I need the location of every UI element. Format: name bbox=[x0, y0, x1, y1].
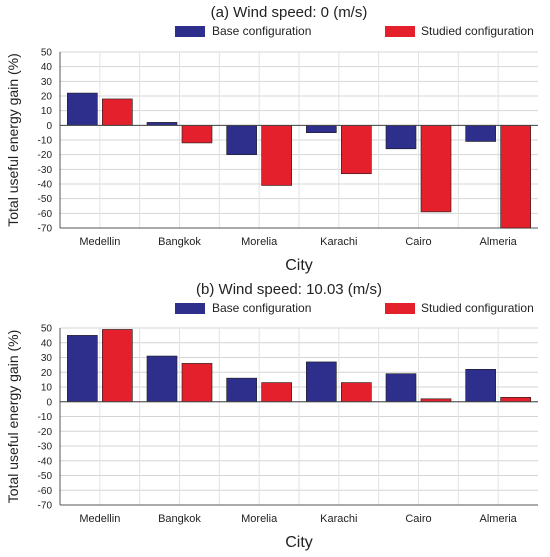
bar-medellin-studied bbox=[102, 98, 133, 126]
x-tick-label: Karachi bbox=[320, 236, 357, 248]
y-tick-label: -50 bbox=[38, 471, 53, 482]
y-tick-label: -70 bbox=[38, 501, 53, 512]
legend-swatch bbox=[175, 303, 205, 314]
y-tick-label: -20 bbox=[38, 150, 53, 161]
x-tick-label: Medellin bbox=[79, 236, 120, 248]
y-tick-label: 0 bbox=[46, 121, 52, 132]
x-tick-label: Medellin bbox=[79, 513, 120, 525]
y-tick-label: -70 bbox=[38, 224, 53, 235]
y-tick-label: 0 bbox=[46, 397, 52, 408]
x-tick-label: Almeria bbox=[480, 513, 518, 525]
bar-bangkok-studied bbox=[181, 363, 213, 403]
legend-label: Base configuration bbox=[212, 301, 311, 315]
x-tick-label: Morelia bbox=[241, 513, 278, 525]
bar-almeria-studied bbox=[500, 397, 531, 403]
y-tick-label: -10 bbox=[38, 136, 53, 147]
x-tick-label: Bangkok bbox=[158, 236, 201, 248]
bar-almeria-studied bbox=[500, 125, 531, 229]
y-tick-label: -40 bbox=[38, 180, 53, 191]
x-axis-label: City bbox=[285, 534, 313, 551]
bar-bangkok-base bbox=[146, 355, 178, 403]
y-tick-label: 40 bbox=[41, 338, 53, 349]
y-tick-label: -30 bbox=[38, 165, 53, 176]
x-tick-label: Bangkok bbox=[158, 513, 201, 525]
x-tick-label: Morelia bbox=[241, 236, 278, 248]
chart-panel-b: (b) Wind speed: 10.03 (m/s) Base configur… bbox=[5, 281, 538, 551]
bar-cairo-studied bbox=[420, 125, 452, 213]
y-tick-label: 10 bbox=[41, 383, 53, 394]
x-tick-label: Almeria bbox=[480, 236, 518, 248]
y-tick-label: -20 bbox=[38, 427, 53, 438]
legend-swatch bbox=[175, 26, 205, 37]
y-tick-label: 40 bbox=[41, 62, 53, 73]
legend-swatch bbox=[385, 26, 415, 37]
y-axis-label: Total useful energy gain (%) bbox=[5, 330, 21, 504]
y-tick-label: 20 bbox=[41, 368, 53, 379]
bar-karachi-studied bbox=[341, 125, 372, 175]
bar-morelia-base bbox=[226, 125, 257, 155]
bar-morelia-studied bbox=[261, 382, 292, 403]
y-tick-label: 10 bbox=[41, 106, 53, 117]
bar-morelia-studied bbox=[261, 125, 292, 186]
bar-almeria-base bbox=[465, 125, 496, 142]
bar-cairo-base bbox=[385, 125, 417, 150]
y-tick-label: -50 bbox=[38, 194, 53, 205]
bar-cairo-base bbox=[385, 373, 417, 403]
legend-swatch bbox=[385, 303, 415, 314]
y-tick-label: 50 bbox=[41, 48, 53, 59]
y-tick-label: 30 bbox=[41, 77, 53, 88]
bar-karachi-base bbox=[306, 125, 337, 133]
chart-panel-a: (a) Wind speed: 0 (m/s) Base configuratio… bbox=[5, 4, 538, 274]
y-tick-label: 50 bbox=[41, 324, 53, 335]
y-axis-label: Total useful energy gain (%) bbox=[5, 53, 21, 227]
bar-bangkok-studied bbox=[181, 125, 213, 144]
bar-karachi-studied bbox=[341, 382, 372, 403]
bar-medellin-base bbox=[67, 335, 98, 403]
x-tick-label: Cairo bbox=[405, 513, 431, 525]
bar-morelia-base bbox=[226, 377, 257, 403]
legend-label: Base configuration bbox=[212, 24, 311, 38]
y-tick-label: -60 bbox=[38, 209, 53, 220]
chart-title: (a) Wind speed: 0 (m/s) bbox=[211, 4, 368, 21]
y-tick-label: -60 bbox=[38, 486, 53, 497]
bar-almeria-base bbox=[465, 368, 496, 403]
bar-medellin-base bbox=[67, 92, 98, 126]
y-tick-label: 20 bbox=[41, 92, 53, 103]
y-tick-label: -40 bbox=[38, 456, 53, 467]
bar-karachi-base bbox=[306, 361, 337, 403]
x-tick-label: Karachi bbox=[320, 513, 357, 525]
x-axis-label: City bbox=[285, 257, 313, 274]
legend-label: Studied configuration bbox=[421, 24, 534, 38]
legend-label: Studied configuration bbox=[421, 301, 534, 315]
bar-medellin-studied bbox=[102, 329, 133, 403]
chart-title: (b) Wind speed: 10.03 (m/s) bbox=[196, 281, 382, 298]
y-tick-label: 30 bbox=[41, 353, 53, 364]
x-tick-label: Cairo bbox=[405, 236, 431, 248]
y-tick-label: -10 bbox=[38, 412, 53, 423]
y-tick-label: -30 bbox=[38, 442, 53, 453]
